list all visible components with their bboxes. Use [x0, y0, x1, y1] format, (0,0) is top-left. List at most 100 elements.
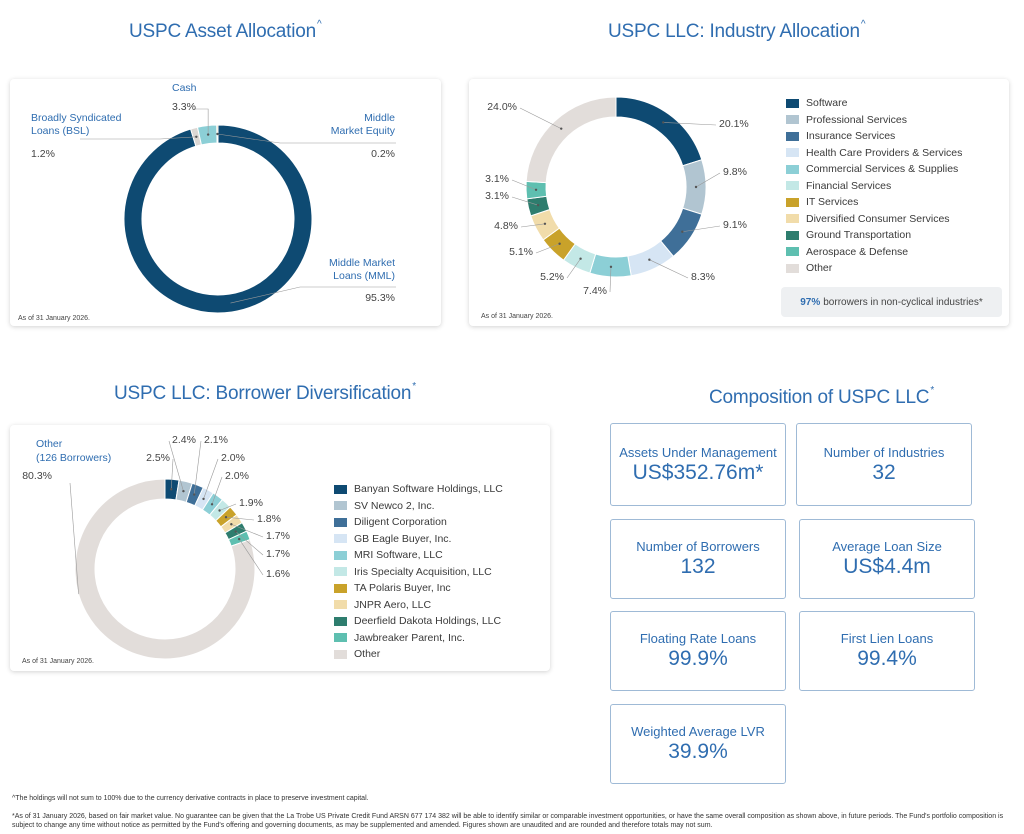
legend-item-banyan-software-holdings-llc: Banyan Software Holdings, LLC — [334, 481, 503, 498]
industry-value-aerospace-defense: 3.1% — [485, 173, 509, 185]
legend-swatch — [334, 583, 347, 593]
legend-label: Financial Services — [806, 179, 892, 192]
industry-allocation-donut — [511, 96, 721, 293]
legend-label: GB Eagle Buyer, Inc. — [354, 532, 452, 545]
legend-item-gb-eagle-buyer-inc: GB Eagle Buyer, Inc. — [334, 531, 503, 548]
leader-dot-borrower-9 — [237, 537, 241, 541]
leader-dot-industry-6 — [558, 242, 561, 245]
legend-label: Banyan Software Holdings, LLC — [354, 483, 503, 496]
leader-dot-industry-10 — [560, 127, 563, 130]
metric-weighted-average-lvr: Weighted Average LVR 39.9% — [610, 704, 786, 784]
leader-industry-10 — [519, 107, 562, 129]
leader-borrower-3 — [203, 458, 219, 499]
borrower-value-ta-polaris-buyer-inc: 1.8% — [257, 513, 281, 525]
bsl-label-line1: Broadly Syndicated — [31, 112, 122, 124]
legend-item-financial-services: Financial Services — [786, 178, 962, 195]
leader-borrower-8 — [235, 531, 264, 556]
borrower-diversification-title: USPC LLC: Borrower Diversification* — [114, 381, 416, 404]
borrower-value-deerfield-dakota-holdings-llc: 1.7% — [266, 548, 290, 560]
legend-item-ground-transportation: Ground Transportation — [786, 227, 962, 244]
legend-swatch — [786, 131, 799, 141]
legend-item-software: Software — [786, 95, 962, 112]
leader-dot-borrower-7 — [230, 523, 233, 526]
footnote-holdings: ^The holdings will not sum to 100% due t… — [12, 795, 369, 802]
leader-dot-borrower-4 — [210, 503, 214, 506]
legend-swatch — [334, 501, 347, 511]
leader-mml — [230, 286, 396, 304]
metric-floating-rate-loans: Floating Rate Loans 99.9% — [610, 611, 786, 691]
legend-swatch — [334, 517, 347, 527]
metric-first-lien-loans: First Lien Loans 99.4% — [799, 611, 975, 691]
leader-dot-industry-2 — [681, 230, 684, 233]
asset-allocation-donut — [80, 108, 396, 314]
legend-label: Software — [806, 97, 848, 110]
legend-swatch — [786, 263, 799, 273]
legend-swatch — [334, 567, 347, 577]
leader-industry-5 — [566, 258, 581, 279]
legend-label: JNPR Aero, LLC — [354, 598, 432, 611]
legend-swatch — [786, 197, 799, 207]
footnote-disclaimer: *As of 31 January 2026, based on fair ma… — [12, 813, 1004, 829]
asset-allocation-card: Cash 3.3% Broadly Syndicated Loans (BSL)… — [10, 79, 441, 326]
legend-label: Commercial Services & Supplies — [806, 163, 959, 176]
legend-item-diversified-consumer-services: Diversified Consumer Services — [786, 211, 962, 228]
leader-industry-2 — [682, 225, 721, 233]
mme-value: 0.2% — [371, 148, 395, 160]
legend-swatch — [334, 600, 347, 610]
leader-dot-borrower-6 — [224, 516, 228, 519]
slice-other — [74, 478, 256, 660]
leader-dot-industry-8 — [536, 203, 540, 207]
leader-dot-industry-4 — [609, 265, 613, 269]
legend-item-iris-specialty-acquisition-llc: Iris Specialty Acquisition, LLC — [334, 564, 503, 581]
leader-bsl — [80, 136, 197, 140]
borrower-diversification-card: 2.5% 2.4% 2.1% 2.0% 2.0% 1.9% 1.8% 1.7% 1.7% 1.6%… — [10, 425, 550, 671]
legend-item-health-care-providers-services: Health Care Providers & Services — [786, 145, 962, 162]
legend-item-jnpr-aero-llc: JNPR Aero, LLC — [334, 597, 503, 614]
leader-borrower-1 — [168, 440, 184, 492]
leader-borrower-other — [69, 482, 79, 595]
leader-cash — [194, 108, 209, 135]
legend-item-professional-services: Professional Services — [786, 112, 962, 129]
leader-dot-borrower-8 — [234, 530, 237, 533]
legend-label: Other — [354, 648, 381, 661]
borrower-value-iris-specialty-acquisition-llc: 1.9% — [239, 497, 263, 509]
asset-allocation-title: USPC Asset Allocation^ — [129, 19, 322, 42]
mme-label-line2: Market Equity — [330, 125, 395, 137]
leader-borrower-0 — [170, 458, 174, 490]
leader-dot-industry-1 — [694, 185, 698, 189]
legend-item-it-services: IT Services — [786, 194, 962, 211]
legend-swatch — [334, 550, 347, 560]
borrower-value-gb-eagle-buyer-inc: 2.0% — [221, 452, 245, 464]
legend-label: Ground Transportation — [806, 229, 912, 242]
leader-industry-3 — [649, 259, 689, 279]
industry-allocation-card: 20.1% 9.8% 9.1% 8.3% 7.4% 5.2% 5.1% 4.8% 3.1% 3.1… — [469, 79, 1009, 326]
industry-allocation-as-of: As of 31 January 2026. — [481, 313, 553, 320]
industry-value-software: 20.1% — [719, 118, 749, 130]
borrower-value-other: 80.3% — [22, 470, 52, 482]
legend-item-diligent-corporation: Diligent Corporation — [334, 514, 503, 531]
borrower-value-jnpr-aero-llc: 1.7% — [266, 530, 290, 542]
cash-label: Cash — [172, 82, 197, 94]
legend-item-ta-polaris-buyer-inc: TA Polaris Buyer, Inc — [334, 580, 503, 597]
legend-label: TA Polaris Buyer, Inc — [354, 582, 451, 595]
legend-label: Diversified Consumer Services — [806, 212, 950, 225]
legend-label: MRI Software, LLC — [354, 549, 443, 562]
leader-borrower-6 — [225, 516, 255, 521]
leader-industry-1 — [695, 172, 721, 188]
legend-label: Aerospace & Defense — [806, 245, 909, 258]
legend-label: Other — [806, 262, 833, 275]
legend-item-deerfield-dakota-holdings-llc: Deerfield Dakota Holdings, LLC — [334, 613, 503, 630]
leader-industry-9 — [511, 179, 537, 191]
borrower-value-mri-software-llc: 2.0% — [225, 470, 249, 482]
borrower-diversification-as-of: As of 31 January 2026. — [22, 658, 94, 665]
leader-dot-bsl — [195, 135, 198, 139]
legend-swatch — [786, 115, 799, 125]
legend-item-jawbreaker-parent-inc: Jawbreaker Parent, Inc. — [334, 630, 503, 647]
legend-label: Insurance Services — [806, 130, 896, 143]
legend-item-other: Other — [786, 260, 962, 277]
legend-item-insurance-services: Insurance Services — [786, 128, 962, 145]
legend-swatch — [786, 148, 799, 158]
legend-label: Iris Specialty Acquisition, LLC — [354, 565, 492, 578]
composition-title: Composition of USPC LLC* — [709, 385, 935, 408]
legend-label: SV Newco 2, Inc. — [354, 499, 435, 512]
